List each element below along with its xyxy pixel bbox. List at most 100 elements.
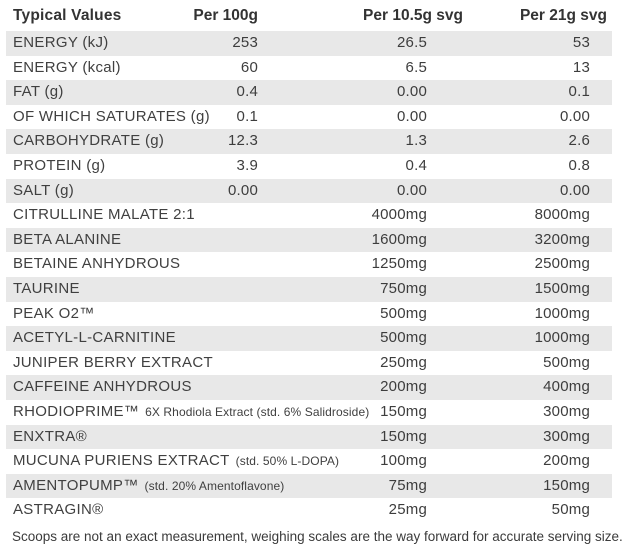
value-per-100g: 0.1: [236, 107, 258, 125]
ingredient-label: PEAK O2™: [6, 305, 101, 322]
ingredient-name: CARBOHYDRATE (g): [13, 132, 165, 150]
value-per-10-5g-svg: 6.5: [405, 58, 427, 76]
ingredient-label: SALT (g): [6, 182, 80, 199]
table-row: AMENTOPUMP™ (std. 20% Amentoflavone) 75mg…: [6, 473, 612, 499]
ingredient-label: JUNIPER BERRY EXTRACT: [6, 354, 219, 371]
ingredient-standardization: (std. 50% L-DOPA): [235, 454, 340, 469]
value-per-21g-svg: 8000mg: [534, 206, 590, 224]
value-per-10-5g-svg: 1600mg: [371, 230, 427, 248]
table-row: MUCUNA PURIENS EXTRACT (std. 50% L-DOPA) …: [6, 449, 612, 474]
col-header-typical-values: Typical Values: [13, 7, 122, 24]
table-row: BETAINE ANHYDROUS 1250mg 2500mg: [6, 252, 612, 277]
value-per-100g: 0.00: [228, 181, 258, 199]
table-row: ENERGY (kcal) 60 6.5 13: [6, 56, 612, 81]
ingredient-name: ENERGY (kJ): [13, 34, 109, 51]
value-per-21g-svg: 0.00: [560, 181, 590, 199]
value-per-10-5g-svg: 200mg: [380, 378, 427, 396]
value-per-21g-svg: 300mg: [543, 402, 590, 420]
value-per-21g-svg: 200mg: [543, 452, 590, 470]
table-row: CAFFEINE ANHYDROUS 200mg 400mg: [6, 375, 612, 400]
value-per-21g-svg: 13: [572, 58, 590, 76]
value-per-21g-svg: 2.6: [568, 132, 590, 150]
value-per-10-5g-svg: 4000mg: [371, 206, 427, 224]
ingredient-name: FAT (g): [13, 83, 64, 101]
ingredient-label: MUCUNA PURIENS EXTRACT (std. 50% L-DOPA): [6, 452, 339, 469]
value-per-100g: 3.9: [236, 156, 258, 174]
value-per-21g-svg: 1000mg: [534, 329, 590, 347]
value-per-21g-svg: 1500mg: [534, 279, 590, 297]
table-row: RHODIOPRIME™ 6X Rhodiola Extract (std. 6%…: [6, 400, 612, 425]
value-per-100g: 12.3: [228, 132, 258, 150]
value-per-10-5g-svg: 0.00: [397, 83, 427, 101]
col-header-per-21g-svg: Per 21g svg: [519, 7, 607, 24]
ingredient-name: OF WHICH SATURATES (g): [13, 107, 210, 125]
value-per-21g-svg: 0.8: [568, 156, 590, 174]
value-per-10-5g-svg: 150mg: [380, 427, 427, 445]
ingredient-label: CAFFEINE ANHYDROUS: [6, 378, 198, 395]
ingredient-name: MUCUNA PURIENS EXTRACT: [13, 452, 230, 470]
value-per-10-5g-svg: 0.00: [397, 181, 427, 199]
value-per-10-5g-svg: 100mg: [380, 452, 427, 470]
ingredient-name: ACETYL-L-CARNITINE: [13, 329, 176, 347]
ingredient-label: FAT (g): [6, 83, 70, 100]
ingredient-standardization: (std. 20% Amentoflavone): [144, 478, 285, 493]
ingredient-name: ASTRAGIN®: [13, 501, 104, 519]
ingredient-label: ASTRAGIN®: [6, 501, 109, 518]
ingredient-name: ENXTRA®: [13, 427, 87, 445]
ingredient-name: SALT (g): [13, 181, 75, 199]
table-row: SALT (g) 0.00 0.00 0.00: [6, 178, 612, 204]
ingredient-label: CITRULLINE MALATE 2:1: [6, 206, 201, 223]
value-per-100g: 0.4: [236, 83, 258, 101]
ingredient-name: RHODIOPRIME™: [13, 402, 140, 420]
value-per-21g-svg: 3200mg: [534, 230, 590, 248]
table-row: PEAK O2™ 500mg 1000mg: [6, 302, 612, 327]
table-row: BETA ALANINE 1600mg 3200mg: [6, 227, 612, 253]
ingredient-label: ENXTRA®: [6, 428, 93, 445]
value-per-21g-svg: 0.1: [568, 83, 590, 101]
col-header-per-100g: Per 100g: [193, 7, 258, 24]
ingredient-name: BETA ALANINE: [13, 230, 122, 248]
value-per-10-5g-svg: 1.3: [405, 132, 427, 150]
ingredient-name: PROTEIN (g): [13, 156, 106, 174]
value-per-10-5g-svg: 150mg: [380, 402, 427, 420]
value-per-10-5g-svg: 500mg: [380, 329, 427, 347]
ingredient-name: AMENTOPUMP™: [13, 476, 139, 494]
value-per-10-5g-svg: 1250mg: [371, 255, 427, 273]
ingredient-label: AMENTOPUMP™ (std. 20% Amentoflavone): [6, 477, 284, 494]
table-row: ENXTRA® 150mg 300mg: [6, 424, 612, 450]
ingredient-name: CITRULLINE MALATE 2:1: [13, 206, 195, 224]
value-per-10-5g-svg: 25mg: [388, 501, 427, 519]
value-per-21g-svg: 53: [572, 34, 590, 51]
footer-note: Scoops are not an exact measurement, wei…: [12, 528, 623, 544]
value-per-10-5g-svg: 26.5: [397, 34, 427, 51]
value-per-10-5g-svg: 750mg: [380, 279, 427, 297]
value-per-10-5g-svg: 0.4: [405, 156, 427, 174]
ingredient-standardization: 6X Rhodiola Extract (std. 6% Salidroside…: [145, 404, 370, 419]
table-row: ENERGY (kJ) 253 26.5 53: [6, 31, 612, 56]
ingredient-label: CARBOHYDRATE (g): [6, 132, 170, 149]
ingredient-label: RHODIOPRIME™ 6X Rhodiola Extract (std. 6%…: [6, 403, 369, 420]
ingredient-label: ENERGY (kcal): [6, 59, 127, 76]
table-row: OF WHICH SATURATES (g) 0.1 0.00 0.00: [6, 105, 612, 130]
value-per-21g-svg: 2500mg: [534, 255, 590, 273]
ingredient-name: JUNIPER BERRY EXTRACT: [13, 353, 213, 371]
table-row: ACETYL-L-CARNITINE 500mg 1000mg: [6, 326, 612, 351]
table-header: Typical Values Per 100g Per 10.5g svg Pe…: [6, 0, 612, 31]
table-row: ASTRAGIN® 25mg 50mg: [6, 498, 612, 523]
ingredient-label: TAURINE: [6, 280, 86, 297]
ingredient-name: BETAINE ANHYDROUS: [13, 255, 181, 273]
value-per-100g: 253: [232, 34, 258, 51]
value-per-21g-svg: 400mg: [543, 378, 590, 396]
table-row: FAT (g) 0.4 0.00 0.1: [6, 80, 612, 105]
value-per-10-5g-svg: 250mg: [380, 353, 427, 371]
value-per-21g-svg: 50mg: [551, 501, 590, 519]
value-per-10-5g-svg: 500mg: [380, 304, 427, 322]
value-per-21g-svg: 150mg: [543, 476, 590, 494]
ingredient-name: CAFFEINE ANHYDROUS: [13, 378, 192, 396]
col-header-per-10-5g-svg: Per 10.5g svg: [363, 7, 463, 24]
value-per-100g: 60: [240, 58, 258, 76]
value-per-21g-svg: 500mg: [543, 353, 590, 371]
table-row: JUNIPER BERRY EXTRACT 250mg 500mg: [6, 351, 612, 376]
ingredient-name: ENERGY (kcal): [13, 58, 121, 76]
